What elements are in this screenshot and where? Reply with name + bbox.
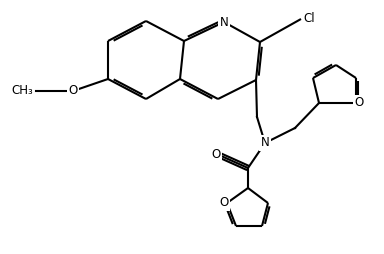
Text: N: N <box>220 15 228 28</box>
Text: O: O <box>219 197 228 210</box>
Text: N: N <box>261 136 269 150</box>
Text: O: O <box>68 84 78 97</box>
Text: O: O <box>354 97 364 109</box>
Text: Cl: Cl <box>303 12 314 25</box>
Text: CH₃: CH₃ <box>11 85 33 98</box>
Text: O: O <box>211 148 221 161</box>
